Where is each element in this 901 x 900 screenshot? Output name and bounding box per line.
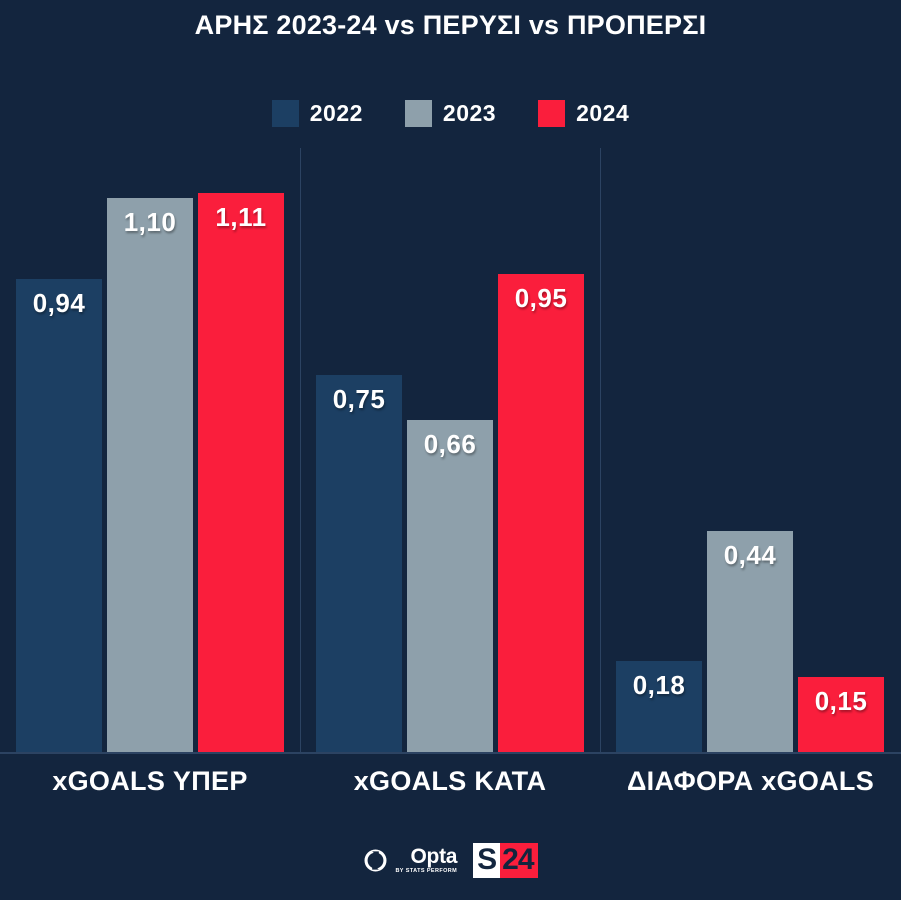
bar-value-label: 0,44 — [723, 539, 777, 570]
legend-item-2022[interactable]: 2022 — [271, 100, 363, 127]
s24-logo: S 24 — [473, 843, 538, 878]
axis-baseline — [0, 752, 901, 754]
legend-swatch-2023 — [404, 100, 432, 127]
bar-2022-xgoals-yper[interactable]: 0,94 — [16, 278, 102, 752]
x-axis-label-xgoals-kata: xGOALS ΚΑΤΑ — [353, 766, 547, 796]
chart-legend: 2022 2023 2024 — [0, 100, 901, 127]
legend-swatch-2024 — [538, 100, 566, 127]
s24-letter-s: S — [473, 843, 501, 878]
plot-area: 0,94 1,10 1,11 0,75 0,66 0,95 0,18 — [0, 148, 901, 752]
legend-item-2023[interactable]: 2023 — [404, 100, 497, 127]
bar-value-label: 0,95 — [514, 282, 568, 313]
bar-2024-xgoals-kata[interactable]: 0,95 — [498, 273, 584, 752]
bar-2024-diafora-xgoals[interactable]: 0,15 — [798, 676, 884, 752]
bar-value-label: 0,75 — [332, 383, 386, 414]
bar-2023-diafora-xgoals[interactable]: 0,44 — [707, 530, 793, 752]
legend-item-2024[interactable]: 2024 — [538, 100, 629, 127]
bar-group-xgoals-yper: 0,94 1,10 1,11 — [0, 148, 300, 752]
group-separator-1 — [300, 148, 301, 752]
legend-label-2023: 2023 — [442, 100, 497, 126]
bar-group-xgoals-kata: 0,75 0,66 0,95 — [300, 148, 600, 752]
opta-text-block: Opta BY STATS PERFORM — [395, 846, 457, 875]
x-axis-label-diafora-xgoals: ΔΙΑΦΟΡΑ xGOALS — [626, 766, 875, 796]
x-axis-labels: xGOALS ΥΠΕΡ xGOALS ΚΑΤΑ ΔΙΑΦΟΡΑ xGOALS — [0, 766, 901, 808]
opta-mark-icon — [363, 848, 388, 873]
footer-logos: Opta BY STATS PERFORM S 24 — [0, 843, 901, 878]
bar-value-label: 1,10 — [123, 207, 177, 238]
group-separator-2 — [600, 148, 601, 752]
opta-tagline: BY STATS PERFORM — [395, 868, 458, 875]
s24-number-24: 24 — [500, 843, 538, 878]
legend-label-2022: 2022 — [309, 100, 363, 126]
bar-value-label: 1,11 — [215, 202, 267, 233]
bar-2024-xgoals-yper[interactable]: 1,11 — [198, 193, 284, 752]
legend-label-2024: 2024 — [576, 100, 630, 126]
bar-2023-xgoals-kata[interactable]: 0,66 — [407, 419, 493, 752]
bar-value-label: 0,94 — [32, 287, 86, 318]
bar-2022-xgoals-kata[interactable]: 0,75 — [316, 374, 402, 752]
bar-group-diafora-xgoals: 0,18 0,44 0,15 — [600, 148, 901, 752]
bar-2023-xgoals-yper[interactable]: 1,10 — [107, 198, 193, 752]
opta-wordmark: Opta — [410, 845, 458, 869]
x-axis-label-xgoals-yper: xGOALS ΥΠΕΡ — [52, 766, 248, 796]
bar-value-label: 0,66 — [423, 428, 477, 459]
bar-value-label: 0,18 — [632, 670, 686, 701]
opta-logo: Opta BY STATS PERFORM — [363, 846, 457, 875]
page-title: ΑΡΗΣ 2023-24 vs ΠΕΡΥΣΙ vs ΠΡΟΠΕΡΣΙ — [194, 10, 707, 40]
legend-swatch-2022 — [271, 100, 299, 127]
bar-2022-diafora-xgoals[interactable]: 0,18 — [616, 661, 702, 752]
bar-value-label: 0,15 — [814, 685, 868, 716]
